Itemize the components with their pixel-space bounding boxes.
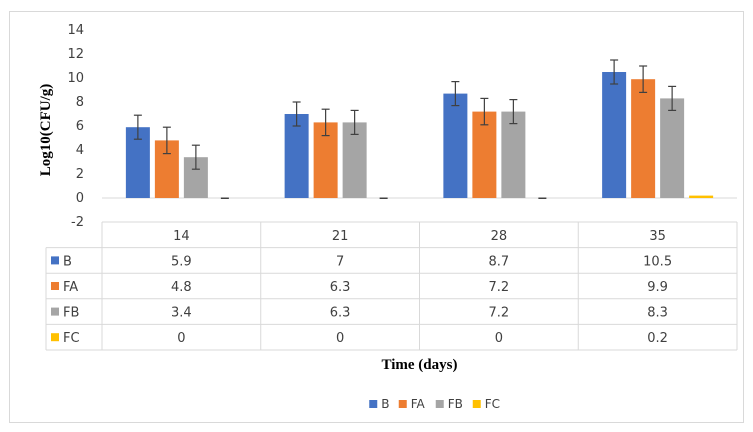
table-cell-FB-21: 6.3 bbox=[330, 306, 351, 321]
bar-FC-14 bbox=[220, 197, 229, 199]
bar-FC-35 bbox=[689, 195, 714, 198]
bar-FC-21 bbox=[379, 197, 388, 199]
table-cell-FA-35: 9.9 bbox=[647, 280, 668, 295]
legend-swatch-FA bbox=[398, 400, 407, 408]
table-header-14: 14 bbox=[173, 229, 190, 244]
y-axis-title: Log10(CFU/g) bbox=[38, 84, 54, 177]
table-cell-B-35: 10.5 bbox=[643, 254, 672, 269]
table-cell-FC-28: 0 bbox=[495, 331, 503, 346]
legend-swatch-FC bbox=[472, 400, 481, 408]
table-cell-FB-14: 3.4 bbox=[171, 306, 192, 321]
bar-FB-21 bbox=[342, 122, 367, 198]
table-series-label-FA: FA bbox=[63, 280, 78, 295]
y-tick-label-7: 12 bbox=[67, 47, 84, 62]
bar-FA-35 bbox=[631, 79, 656, 198]
legend-label-FC: FC bbox=[485, 397, 500, 411]
y-tick-label-2: 2 bbox=[76, 167, 84, 182]
y-tick-label-1: 0 bbox=[76, 191, 84, 206]
legend-label-B: B bbox=[381, 397, 389, 411]
table-swatch-FB bbox=[51, 307, 59, 316]
legend-swatch-FB bbox=[435, 400, 444, 408]
y-tick-label-8: 14 bbox=[67, 23, 84, 38]
bar-B-35 bbox=[602, 72, 627, 198]
table-cell-FB-28: 7.2 bbox=[489, 306, 510, 321]
y-tick-label-5: 8 bbox=[76, 95, 84, 110]
table-swatch-FC bbox=[51, 333, 59, 342]
y-tick-label-4: 6 bbox=[76, 119, 84, 134]
table-cell-FC-35: 0.2 bbox=[647, 331, 668, 346]
bar-FB-28 bbox=[501, 111, 526, 198]
bar-FC-28 bbox=[538, 197, 547, 199]
table-header-28: 28 bbox=[491, 229, 508, 244]
table-cell-FA-14: 4.8 bbox=[171, 280, 192, 295]
legend-label-FB: FB bbox=[448, 397, 463, 411]
table-cell-FA-28: 7.2 bbox=[489, 280, 510, 295]
bar-B-28 bbox=[443, 93, 468, 198]
chart-frame bbox=[9, 11, 744, 423]
bar-FA-28 bbox=[472, 111, 497, 198]
table-header-21: 21 bbox=[332, 229, 349, 244]
y-tick-label-3: 4 bbox=[76, 143, 84, 158]
table-cell-FC-14: 0 bbox=[177, 331, 185, 346]
table-cell-B-14: 5.9 bbox=[171, 254, 192, 269]
table-cell-FB-35: 8.3 bbox=[647, 306, 668, 321]
table-series-label-B: B bbox=[63, 254, 72, 269]
legend-swatch-B bbox=[369, 400, 378, 408]
table-cell-B-21: 7 bbox=[336, 254, 344, 269]
table-cell-B-28: 8.7 bbox=[489, 254, 510, 269]
table-swatch-B bbox=[51, 256, 59, 265]
bar-B-21 bbox=[284, 114, 309, 198]
table-header-35: 35 bbox=[649, 229, 666, 244]
table-cell-FC-21: 0 bbox=[336, 331, 344, 346]
table-swatch-FA bbox=[51, 282, 59, 290]
legend-label-FA: FA bbox=[411, 397, 426, 411]
x-axis-title: Time (days) bbox=[382, 357, 458, 373]
table-cell-FA-21: 6.3 bbox=[330, 280, 351, 295]
y-tick-label-6: 10 bbox=[67, 71, 84, 86]
table-series-label-FC: FC bbox=[63, 331, 80, 346]
bar-FB-35 bbox=[660, 98, 685, 198]
y-tick-label-0: -2 bbox=[71, 215, 84, 230]
table-series-label-FB: FB bbox=[63, 306, 79, 321]
